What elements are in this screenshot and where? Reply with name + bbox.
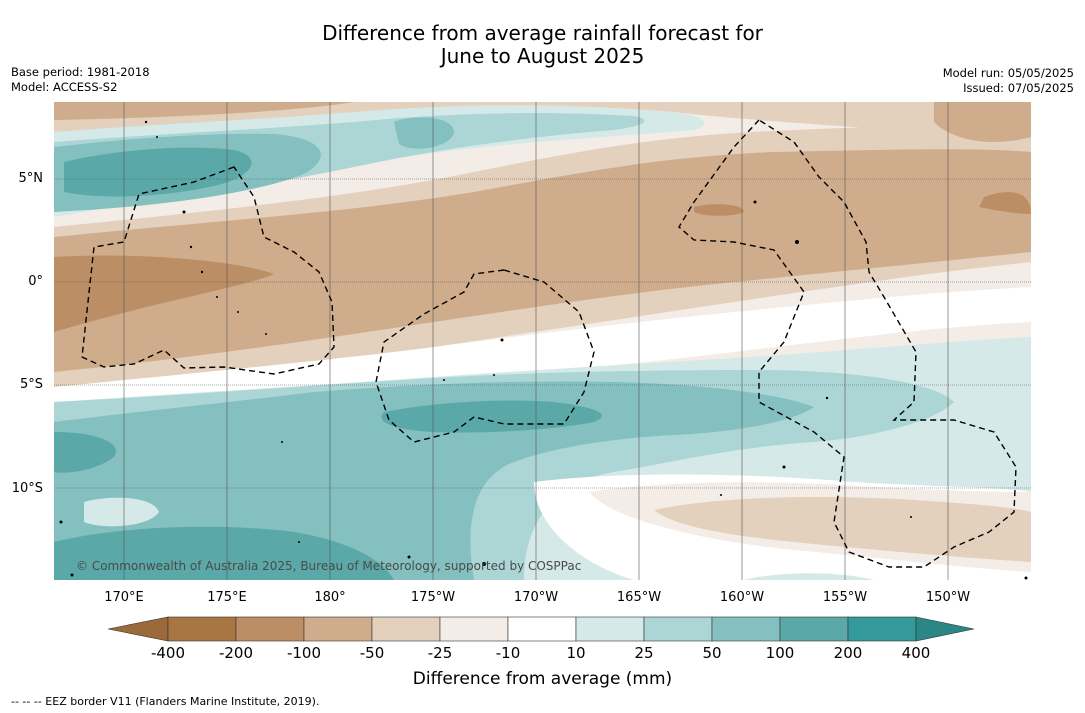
colorbar-segment bbox=[779, 616, 849, 642]
lon-label-165w: 165°W bbox=[616, 590, 662, 605]
rainfall-map-svg bbox=[54, 102, 1031, 580]
title-line-1: Difference from average rainfall forecas… bbox=[322, 21, 763, 45]
colorbar-under-arrow bbox=[108, 616, 169, 642]
colorbar-over-arrow bbox=[915, 616, 975, 642]
lon-label-160w: 160°W bbox=[719, 590, 765, 605]
colorbar-segment bbox=[643, 616, 713, 642]
colorbar-tick: 200 bbox=[833, 644, 863, 662]
colorbar-tick: 50 bbox=[702, 644, 722, 662]
lon-label-150w: 150°W bbox=[925, 590, 971, 605]
colorbar-tick: -400 bbox=[150, 644, 186, 662]
colorbar-title: Difference from average (mm) bbox=[412, 669, 673, 689]
lat-label-10s: 10°S bbox=[11, 481, 43, 496]
rainfall-map bbox=[54, 102, 1031, 580]
colorbar-segment bbox=[575, 616, 645, 642]
title-line-2: June to August 2025 bbox=[440, 44, 645, 68]
lat-label-5s: 5°S bbox=[19, 377, 43, 392]
model-info: Base period: 1981-2018 Model: ACCESS-S2 bbox=[11, 65, 150, 95]
colorbar-segment bbox=[371, 616, 441, 642]
colorbar-tick: 10 bbox=[566, 644, 586, 662]
colorbar-segment bbox=[439, 616, 509, 642]
colorbar-segment bbox=[235, 616, 305, 642]
colorbar-segment bbox=[507, 616, 577, 642]
colorbar-tick: 25 bbox=[634, 644, 654, 662]
colorbar-tick: -10 bbox=[495, 644, 521, 662]
lat-label-0: 0° bbox=[28, 274, 43, 289]
lon-label-155w: 155°W bbox=[822, 590, 868, 605]
base-period: Base period: 1981-2018 bbox=[11, 65, 150, 79]
issued-date: Issued: 07/05/2025 bbox=[963, 81, 1074, 95]
copyright-notice: © Commonwealth of Australia 2025, Bureau… bbox=[76, 559, 582, 573]
colorbar-segment bbox=[167, 616, 237, 642]
lon-label-170e: 170°E bbox=[104, 590, 144, 605]
lat-label-5n: 5°N bbox=[18, 171, 44, 186]
map-title: Difference from average rainfall forecas… bbox=[0, 22, 1085, 68]
colorbar-tick: -100 bbox=[286, 644, 322, 662]
colorbar-segment bbox=[847, 616, 917, 642]
model-run-date: Model run: 05/05/2025 bbox=[942, 66, 1074, 80]
run-info: Model run: 05/05/2025 Issued: 07/05/2025 bbox=[943, 66, 1074, 96]
colorbar-segment bbox=[711, 616, 781, 642]
lon-label-170w: 170°W bbox=[513, 590, 559, 605]
colorbar-tick: -50 bbox=[359, 644, 385, 662]
colorbar-segment bbox=[303, 616, 373, 642]
colorbar-tick: 100 bbox=[765, 644, 795, 662]
lon-label-175e: 175°E bbox=[207, 590, 247, 605]
colorbar-tick: 400 bbox=[901, 644, 931, 662]
lon-label-175w: 175°W bbox=[410, 590, 456, 605]
model-name: Model: ACCESS-S2 bbox=[11, 80, 118, 94]
colorbar bbox=[108, 616, 975, 642]
lon-label-180: 180° bbox=[314, 590, 346, 605]
colorbar-tick: -25 bbox=[427, 644, 453, 662]
colorbar-tick: -200 bbox=[218, 644, 254, 662]
eez-legend-note: -- -- -- EEZ border V11 (Flanders Marine… bbox=[11, 695, 320, 708]
